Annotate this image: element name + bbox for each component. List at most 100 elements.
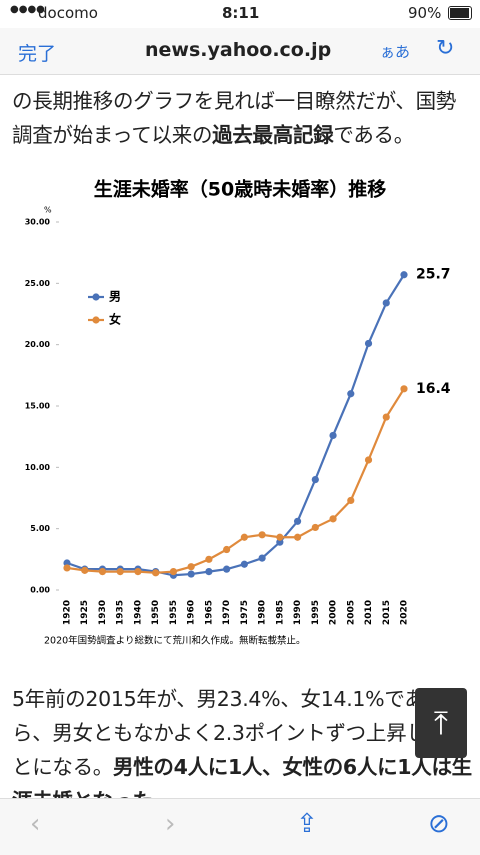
point: [187, 570, 195, 578]
text-span: 男性の4人に1人、女性の6人に1人は生: [113, 755, 472, 779]
point: [116, 568, 124, 576]
signal: ●●●●: [10, 4, 45, 15]
text-line: 5年前の2015年が、男23.4%、女14.1%であるか: [12, 682, 465, 712]
point: [223, 545, 231, 554]
point: [258, 531, 266, 539]
x-tick-label: 1975: [240, 600, 250, 625]
point: [347, 496, 355, 505]
point: [240, 533, 248, 541]
x-tick-label: 1925: [80, 600, 90, 625]
x-tick-label: 1985: [275, 600, 285, 625]
data-label: 25.7: [416, 267, 451, 283]
y-tick-label: 25.00: [25, 279, 51, 288]
x-tick-label: 1940: [133, 600, 143, 625]
forward-button[interactable]: ›: [165, 809, 176, 839]
point: [81, 566, 89, 574]
legend-label: 女: [109, 312, 121, 327]
y-tick-label: 5.00: [30, 524, 50, 533]
series-line: [66, 388, 405, 574]
battery-icon: [448, 6, 472, 20]
x-tick-label: 1950: [151, 600, 161, 625]
y-tick-label: 0.00: [30, 586, 50, 595]
share-button[interactable]: ⇪: [296, 809, 318, 839]
chart: 生涯未婚率（50歳時未婚率）推移% 0.00 5.00 10.00 15.00 20.00…: [25, 178, 451, 647]
status-bar: ●●●● docomo 8:11 90%: [0, 0, 480, 28]
point: [98, 568, 107, 576]
safari-button[interactable]: ⊘: [428, 809, 450, 839]
back-button[interactable]: ‹: [30, 809, 41, 839]
x-tick-label: 1960: [187, 600, 197, 625]
x-tick-label: 1965: [204, 600, 214, 625]
text-span: 過去最高記録: [212, 123, 334, 147]
point: [205, 555, 213, 563]
scroll-top-button[interactable]: ⤒: [415, 688, 467, 758]
y-tick-label: 15.00: [25, 402, 51, 411]
point: [223, 565, 231, 573]
time: 8:11: [222, 4, 260, 22]
point: [63, 564, 71, 572]
x-tick-label: 2000: [329, 600, 339, 625]
battery-level: 90%: [408, 4, 442, 22]
text-line: とになる。男性の4人に1人、女性の6人に1人は生: [12, 750, 472, 780]
done-button[interactable]: 完了: [18, 43, 57, 65]
text-span: とになる。: [12, 755, 113, 779]
url[interactable]: news.yahoo.co.jp: [145, 39, 332, 61]
point: [382, 299, 390, 307]
text-span: 調査が始まって以来の: [12, 123, 213, 147]
point: [293, 517, 302, 525]
point: [152, 569, 160, 577]
point: [187, 563, 195, 571]
legend-marker: [92, 293, 100, 301]
point: [169, 568, 178, 576]
point: [364, 339, 373, 348]
point: [311, 523, 319, 532]
point: [364, 456, 373, 464]
point: [382, 413, 390, 421]
x-tick-label: 2015: [382, 600, 392, 625]
point: [134, 568, 142, 576]
point: [400, 271, 408, 279]
chart-note: 2020年国勢調査より総数にて荒川和久作成。無断転載禁止。: [44, 635, 306, 647]
x-tick-label: 1935: [116, 600, 126, 625]
point: [347, 390, 355, 398]
text-span: ら、男女ともなかよく2.3ポイントずつ上昇したこ: [12, 721, 467, 745]
point: [400, 385, 408, 393]
text-line: 調査が始まって以来の過去最高記録である。: [12, 118, 414, 148]
x-tick-label: 1920: [63, 600, 73, 625]
text-line: ら、男女ともなかよく2.3ポイントずつ上昇したこ: [12, 716, 467, 746]
y-tick-label: 30.00: [25, 218, 51, 227]
point: [258, 554, 266, 562]
x-tick-label: 1980: [258, 600, 268, 625]
text-span: である。: [333, 123, 414, 147]
y-unit: %: [44, 206, 52, 215]
x-tick-label: 2005: [346, 600, 356, 625]
point: [276, 533, 284, 541]
toolbar: ‹ › ⇪ ⊘: [0, 798, 480, 855]
point: [293, 533, 302, 541]
text-span: 5年前の2015年が、男23.4%、女14.1%であるか: [12, 687, 465, 711]
x-tick-label: 1990: [293, 600, 303, 625]
x-tick-label: 2010: [364, 600, 374, 625]
x-tick-label: 1955: [169, 600, 179, 625]
y-tick-label: 20.00: [25, 340, 51, 349]
point: [240, 560, 248, 568]
nav-bar: 完了 news.yahoo.co.jp ぁあ ↻: [0, 28, 480, 75]
data-label: 16.4: [416, 381, 451, 397]
point: [311, 476, 319, 484]
carrier: docomo: [38, 4, 98, 22]
text-span: の長期推移のグラフを見れば一目瞭然だが、国勢: [12, 89, 456, 113]
chart-title: 生涯未婚率（50歳時未婚率）推移: [94, 178, 386, 201]
legend-marker: [92, 316, 100, 324]
y-tick-label: 10.00: [25, 463, 51, 472]
point: [329, 431, 337, 440]
legend-label: 男: [109, 290, 121, 304]
x-tick-label: 1995: [311, 600, 321, 625]
text-line: の長期推移のグラフを見れば一目瞭然だが、国勢: [12, 84, 456, 114]
text-size-button[interactable]: ぁあ: [380, 43, 411, 61]
point: [329, 515, 337, 523]
reload-button[interactable]: ↻: [436, 36, 455, 61]
x-tick-label: 1970: [222, 600, 232, 625]
x-tick-label: 2020: [400, 600, 410, 625]
x-tick-label: 1930: [98, 600, 108, 625]
